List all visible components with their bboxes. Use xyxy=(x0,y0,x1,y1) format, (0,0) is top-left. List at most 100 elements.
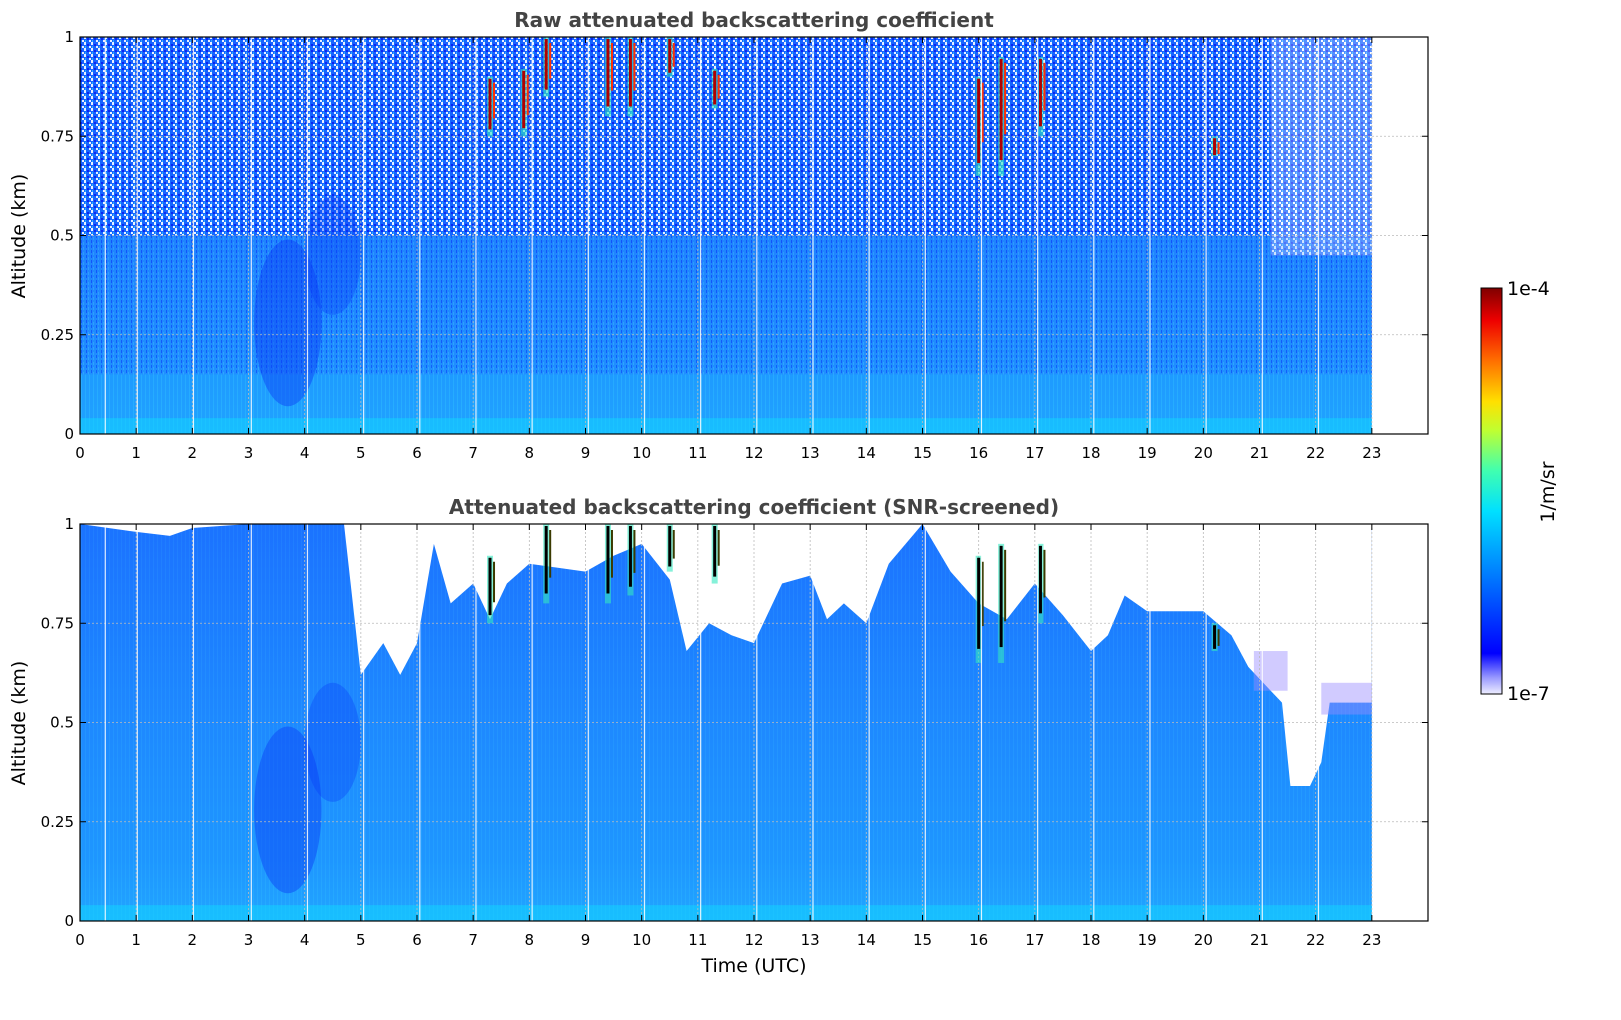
cloud-core xyxy=(1217,629,1220,646)
axis-ticks: 0 1 2 3 4 5 6 7 8 9 10 11 12 13 14 15 16 17 18 19 20 21 22 2300… xyxy=(41,515,1428,949)
cloud-core xyxy=(549,43,552,79)
screened-out-region xyxy=(80,524,1372,786)
aerosol-plume xyxy=(304,195,361,315)
axis-ticks: 0 1 2 3 4 5 6 7 8 9 10 11 12 13 14 15 16 17 18 19 20 21 22 2300… xyxy=(41,28,1428,462)
cloud-core xyxy=(713,526,717,577)
cloud-core xyxy=(488,78,492,130)
x-tick-label: 11 xyxy=(688,931,707,949)
x-tick-label: 13 xyxy=(801,444,820,462)
x-tick-label: 14 xyxy=(857,444,876,462)
y-tick-label: 0.75 xyxy=(41,614,74,632)
cloud-core xyxy=(999,58,1003,161)
x-tick-label: 18 xyxy=(1081,931,1100,949)
panel-title: Attenuated backscattering coefficient (S… xyxy=(449,495,1059,519)
cloud-core xyxy=(1004,549,1007,622)
x-tick-label: 17 xyxy=(1025,931,1044,949)
grid xyxy=(80,524,1428,921)
cloud-core xyxy=(628,39,632,107)
y-tick-label: 0 xyxy=(64,912,74,930)
x-tick-label: 7 xyxy=(468,931,478,949)
x-tick-label: 22 xyxy=(1306,931,1325,949)
x-tick-label: 19 xyxy=(1138,444,1157,462)
cloud-core xyxy=(549,530,552,578)
cloud-core xyxy=(672,530,675,559)
cloud-core xyxy=(999,545,1003,648)
cloud-core xyxy=(977,557,981,649)
x-tick-label: 17 xyxy=(1025,444,1044,462)
cloud-core xyxy=(981,561,984,627)
colorbar: 1e-4 1e-7 1/m/sr xyxy=(1480,278,1559,705)
surface-layer xyxy=(80,905,1372,921)
y-tick-label: 0.75 xyxy=(41,127,74,145)
x-tick-label: 4 xyxy=(300,444,310,462)
x-tick-label: 6 xyxy=(412,931,422,949)
colorbar-gradient xyxy=(1480,287,1503,695)
cloud-core xyxy=(493,561,496,603)
cloud-core xyxy=(672,43,675,67)
x-tick-label: 13 xyxy=(801,931,820,949)
low-snr-edge xyxy=(1321,682,1372,715)
x-tick-label: 10 xyxy=(632,931,651,949)
x-tick-label: 3 xyxy=(244,444,254,462)
cloud-core xyxy=(717,74,720,99)
x-tick-label: 4 xyxy=(300,931,310,949)
cloud-core xyxy=(713,70,717,105)
x-tick-label: 5 xyxy=(356,931,366,949)
cloud-core xyxy=(610,43,613,91)
x-tick-label: 1 xyxy=(131,444,141,462)
cloud-core xyxy=(1213,138,1217,156)
colorbar-max-label: 1e-4 xyxy=(1507,278,1550,300)
colorbar-min-label: 1e-7 xyxy=(1507,683,1550,705)
x-tick-label: 11 xyxy=(688,444,707,462)
colorbar-unit-label: 1/m/sr xyxy=(1537,461,1559,522)
x-tick-label: 0 xyxy=(75,444,85,462)
cloud-core xyxy=(1004,62,1007,135)
x-tick-label: 2 xyxy=(188,931,198,949)
x-tick-label: 15 xyxy=(913,444,932,462)
panel-screened: Attenuated backscattering coefficient (S… xyxy=(8,495,1429,977)
x-tick-label: 22 xyxy=(1306,444,1325,462)
x-tick-label: 12 xyxy=(744,444,763,462)
x-tick-label: 20 xyxy=(1194,931,1213,949)
x-tick-label: 18 xyxy=(1081,444,1100,462)
cloud-core xyxy=(668,526,672,567)
cloud-core xyxy=(522,70,526,129)
panel-raw: Raw attenuated backscattering coefficien… xyxy=(8,8,1429,462)
y-axis-label: Altitude (km) xyxy=(8,174,30,299)
cloud-core xyxy=(668,39,672,73)
cloud-core xyxy=(633,530,636,573)
cloud-core xyxy=(628,526,632,587)
x-tick-label: 0 xyxy=(75,931,85,949)
cloud-events xyxy=(487,524,1220,663)
y-tick-label: 0.25 xyxy=(41,326,74,344)
x-tick-label: 16 xyxy=(969,444,988,462)
x-tick-label: 3 xyxy=(244,931,254,949)
y-tick-label: 0.5 xyxy=(50,227,74,245)
y-tick-label: 1 xyxy=(64,515,74,533)
x-tick-label: 9 xyxy=(581,931,591,949)
cloud-core xyxy=(493,82,496,119)
x-tick-label: 1 xyxy=(131,931,141,949)
y-tick-label: 0.5 xyxy=(50,714,74,732)
cloud-core xyxy=(1043,549,1046,598)
x-tick-label: 21 xyxy=(1250,444,1269,462)
cloud-core xyxy=(610,530,613,578)
y-tick-label: 0.25 xyxy=(41,813,74,831)
aerosol-plume xyxy=(304,682,361,802)
x-tick-label: 9 xyxy=(581,444,591,462)
cloud-core xyxy=(1038,545,1042,614)
cloud-events xyxy=(487,37,1220,176)
grid xyxy=(80,37,1428,434)
cloud-core xyxy=(526,74,529,116)
x-tick-label: 2 xyxy=(188,444,198,462)
x-tick-label: 19 xyxy=(1138,931,1157,949)
x-tick-label: 14 xyxy=(857,931,876,949)
x-tick-label: 23 xyxy=(1362,444,1381,462)
cloud-core xyxy=(1043,62,1046,111)
y-axis-label: Altitude (km) xyxy=(8,661,30,786)
x-tick-label: 23 xyxy=(1362,931,1381,949)
x-tick-label: 7 xyxy=(468,444,478,462)
x-tick-label: 12 xyxy=(744,931,763,949)
x-tick-label: 16 xyxy=(969,931,988,949)
